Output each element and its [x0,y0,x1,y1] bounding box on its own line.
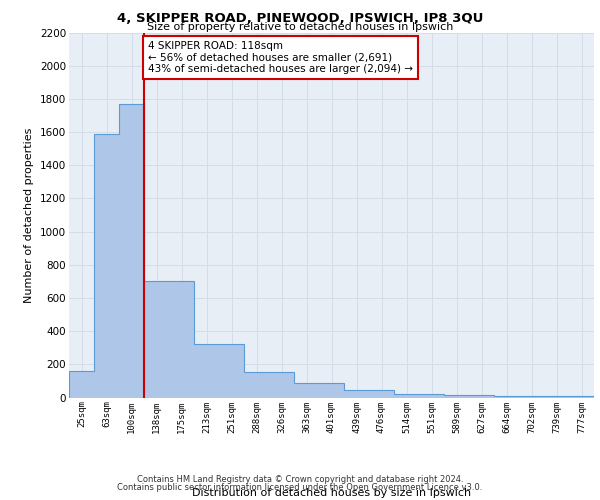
Text: Contains HM Land Registry data © Crown copyright and database right 2024.: Contains HM Land Registry data © Crown c… [137,475,463,484]
Text: 4 SKIPPER ROAD: 118sqm
← 56% of detached houses are smaller (2,691)
43% of semi-: 4 SKIPPER ROAD: 118sqm ← 56% of detached… [148,41,413,74]
Text: Size of property relative to detached houses in Ipswich: Size of property relative to detached ho… [147,22,453,32]
Text: 4, SKIPPER ROAD, PINEWOOD, IPSWICH, IP8 3QU: 4, SKIPPER ROAD, PINEWOOD, IPSWICH, IP8 … [117,12,483,26]
Text: Contains public sector information licensed under the Open Government Licence v3: Contains public sector information licen… [118,484,482,492]
X-axis label: Distribution of detached houses by size in Ipswich: Distribution of detached houses by size … [192,488,471,498]
Y-axis label: Number of detached properties: Number of detached properties [25,128,34,302]
